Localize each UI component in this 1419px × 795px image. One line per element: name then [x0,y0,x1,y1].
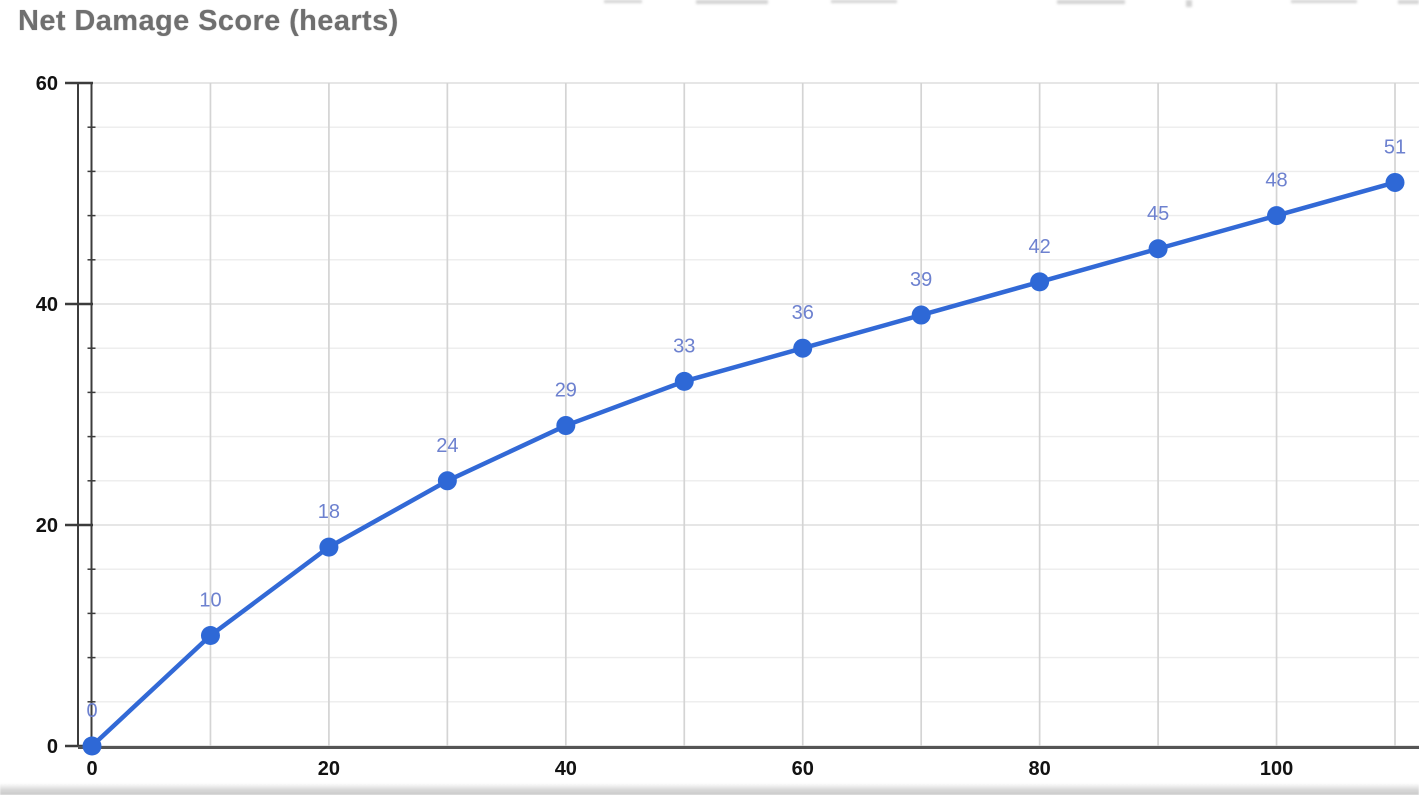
data-point-label: 36 [792,302,814,324]
data-point-label: 18 [318,501,340,523]
data-point-marker[interactable] [1148,239,1168,259]
video-artifact [604,0,642,3]
y-axis-tick-label: 60 [36,73,58,95]
data-point-label: 0 [86,700,97,722]
data-point-label: 29 [555,380,577,402]
series-line [89,180,1398,749]
video-artifact [1057,0,1125,4]
data-point-marker[interactable] [437,471,457,491]
x-axis-tick-label: 40 [555,758,577,780]
x-axis-tick-label: 20 [318,758,340,780]
data-point-marker[interactable] [319,537,339,557]
data-point-marker[interactable] [200,626,220,645]
x-axis-tick-label: 80 [1029,758,1051,780]
video-artifact [831,0,897,3]
data-point-marker[interactable] [911,305,931,325]
data-point-marker[interactable] [556,416,576,436]
data-point-marker[interactable] [1267,206,1287,226]
video-artifact [1398,0,1419,4]
data-point-label: 24 [436,435,458,457]
x-axis-tick-label: 0 [86,758,97,780]
data-point-label: 39 [910,269,932,291]
data-point-marker[interactable] [1030,272,1050,292]
data-point-label: 51 [1384,136,1406,158]
data-point-label: 48 [1265,170,1287,192]
video-artifact [1186,0,1192,7]
data-point-marker[interactable] [674,371,694,391]
data-point-marker[interactable] [82,736,102,756]
data-point-label: 33 [673,335,695,357]
chart-title: Net Damage Score (hearts) [18,5,399,37]
data-point-label: 45 [1147,203,1169,225]
video-artifact [696,0,768,4]
data-point-marker[interactable] [793,338,813,358]
x-axis-tick-label: 60 [792,758,814,780]
video-artifact-bottom [0,783,1419,795]
video-artifact [1291,0,1357,3]
y-axis-tick-label: 20 [36,515,58,537]
y-axis-tick-label: 0 [47,736,58,758]
data-point-label: 42 [1029,236,1051,258]
x-axis-tick-label: 100 [1260,758,1293,780]
data-point-marker[interactable] [1385,172,1405,192]
y-axis-tick-label: 40 [36,294,58,316]
data-point-label: 10 [199,590,221,612]
